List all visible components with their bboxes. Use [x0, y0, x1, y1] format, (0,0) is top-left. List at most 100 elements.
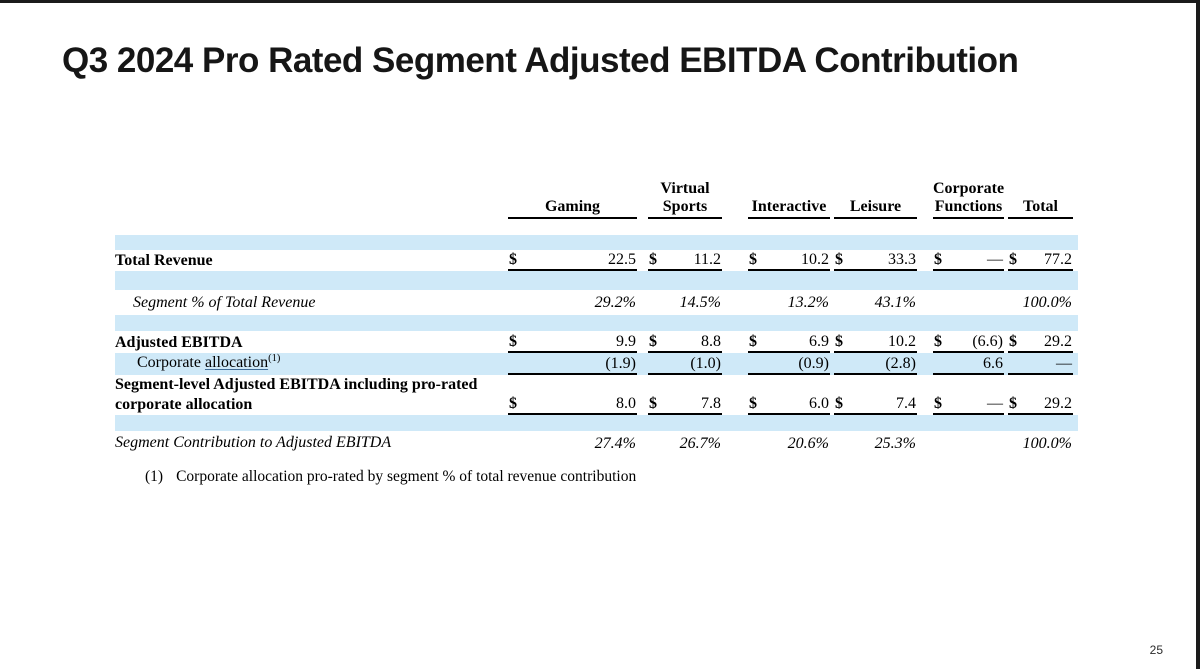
cell-value: —: [987, 251, 1003, 268]
page-number: 25: [1149, 643, 1163, 657]
table-cell: $ 7.8: [648, 394, 722, 415]
currency-sign: $: [749, 395, 757, 412]
table-cell: $ 9.9: [508, 332, 637, 353]
row-label: Segment % of Total Revenue: [133, 293, 316, 311]
column-header-text: Functions: [934, 198, 1003, 215]
column-header-text: Sports: [662, 198, 708, 215]
cell-value: 14.5%: [679, 294, 721, 311]
table-header-row: Gaming Virtual Sports Interactive Leisur…: [115, 173, 1078, 219]
spacer: [115, 219, 1078, 235]
currency-sign: $: [835, 251, 843, 268]
column-header-interactive: Interactive: [748, 175, 830, 219]
column-header-leisure: Leisure: [834, 175, 917, 219]
cell-value: (2.8): [885, 355, 916, 372]
table-cell: 43.1%: [834, 293, 917, 312]
cell-value: 29.2: [1044, 395, 1072, 412]
row-label: Corporate allocation(1): [115, 353, 508, 375]
currency-sign: $: [649, 333, 657, 350]
row-label: corporate allocation: [115, 396, 253, 413]
row-label: Adjusted EBITDA: [115, 334, 243, 351]
cell-value: 13.2%: [787, 294, 829, 311]
table-cell: 100.0%: [1008, 293, 1073, 312]
currency-sign: $: [509, 251, 517, 268]
slide-title: Q3 2024 Pro Rated Segment Adjusted EBITD…: [62, 41, 1019, 80]
currency-sign: $: [934, 251, 942, 268]
cell-value: 29.2: [1044, 333, 1072, 350]
cell-value: 10.2: [888, 333, 916, 350]
table-cell: $ —: [933, 394, 1004, 415]
table-cell: 14.5%: [648, 293, 722, 312]
stripe-row: [115, 315, 1078, 331]
currency-sign: $: [934, 333, 942, 350]
cell-value: 9.9: [616, 333, 636, 350]
cell-value: 25.3%: [874, 434, 916, 452]
table-cell: $ (6.6): [933, 332, 1004, 353]
cell-value: —: [1056, 355, 1072, 372]
currency-sign: $: [934, 395, 942, 412]
row-label: Segment Contribution to Adjusted EBITDA: [115, 434, 392, 451]
label-text: Corporate: [137, 354, 205, 371]
row-label: Segment-level Adjusted EBITDA including …: [115, 376, 478, 393]
footnote-superscript: (1): [268, 353, 281, 364]
row-corporate-allocation: Corporate allocation(1) (1.9) (1.0) (0.9…: [115, 353, 1078, 375]
currency-sign: $: [649, 395, 657, 412]
cell-value: 22.5: [608, 251, 636, 268]
table-cell: $ 6.9: [748, 332, 830, 353]
column-header-text: Corporate: [933, 180, 1005, 197]
row-segment-level-label: Segment-level Adjusted EBITDA including …: [115, 375, 1078, 395]
column-header-text: Total: [1023, 198, 1058, 215]
cell-value: (1.9): [605, 355, 636, 372]
footnote-marker: (1): [145, 468, 164, 485]
cell-value: 8.0: [616, 395, 636, 412]
cell-value: 100.0%: [1022, 434, 1072, 452]
table-cell: 27.4%: [508, 434, 637, 453]
currency-sign: $: [509, 333, 517, 350]
currency-sign: $: [835, 333, 843, 350]
cell-value: 43.1%: [874, 294, 916, 311]
table-cell: —: [1008, 354, 1073, 375]
table-cell: 25.3%: [834, 434, 917, 453]
cell-value: 6.0: [809, 395, 829, 412]
table-cell: $ 29.2: [1008, 332, 1073, 353]
table-cell: (0.9): [748, 354, 830, 375]
cell-value: (1.0): [690, 355, 721, 372]
row-label: Total Revenue: [115, 252, 213, 269]
table-cell: (1.0): [648, 354, 722, 375]
cell-value: 6.6: [983, 355, 1003, 372]
table-cell: $ 10.2: [834, 332, 917, 353]
cell-value: 8.8: [701, 333, 721, 350]
table-cell: 20.6%: [748, 434, 830, 453]
cell-value: —: [987, 395, 1003, 412]
table-cell: 6.6: [933, 354, 1004, 375]
cell-value: 26.7%: [679, 434, 721, 452]
cell-value: 7.4: [896, 395, 916, 412]
currency-sign: $: [749, 251, 757, 268]
cell-value: 7.8: [701, 395, 721, 412]
row-segment-pct-of-revenue: Segment % of Total Revenue 29.2% 14.5% 1…: [115, 290, 1078, 315]
allocation-link[interactable]: allocation: [204, 354, 269, 371]
currency-sign: $: [649, 251, 657, 268]
cell-value: 33.3: [888, 251, 916, 268]
cell-value: (6.6): [972, 333, 1003, 350]
footnote: (1) Corporate allocation pro-rated by se…: [145, 467, 1078, 487]
cell-value: 20.6%: [787, 434, 829, 452]
table-cell: $ 7.4: [834, 394, 917, 415]
table-cell: 100.0%: [1008, 434, 1073, 453]
column-header-text: Leisure: [849, 198, 902, 215]
row-adjusted-ebitda: Adjusted EBITDA $ 9.9 $ 8.8 $ 6.9 $ 10.2…: [115, 331, 1078, 353]
table-cell: $ 33.3: [834, 250, 917, 271]
table-cell: $ 10.2: [748, 250, 830, 271]
cell-value: 29.2%: [594, 294, 636, 311]
table-cell: $ 8.8: [648, 332, 722, 353]
table-cell: 26.7%: [648, 434, 722, 453]
stripe-row: [115, 235, 1078, 250]
table-cell: $ 6.0: [748, 394, 830, 415]
table-cell: $ 11.2: [648, 250, 722, 271]
table-cell: $ —: [933, 250, 1004, 271]
currency-sign: $: [1009, 395, 1017, 412]
cell-value: 11.2: [693, 251, 721, 268]
table-cell: 13.2%: [748, 293, 830, 312]
column-header-gaming: Gaming: [508, 175, 637, 219]
table-cell: (2.8): [834, 354, 917, 375]
